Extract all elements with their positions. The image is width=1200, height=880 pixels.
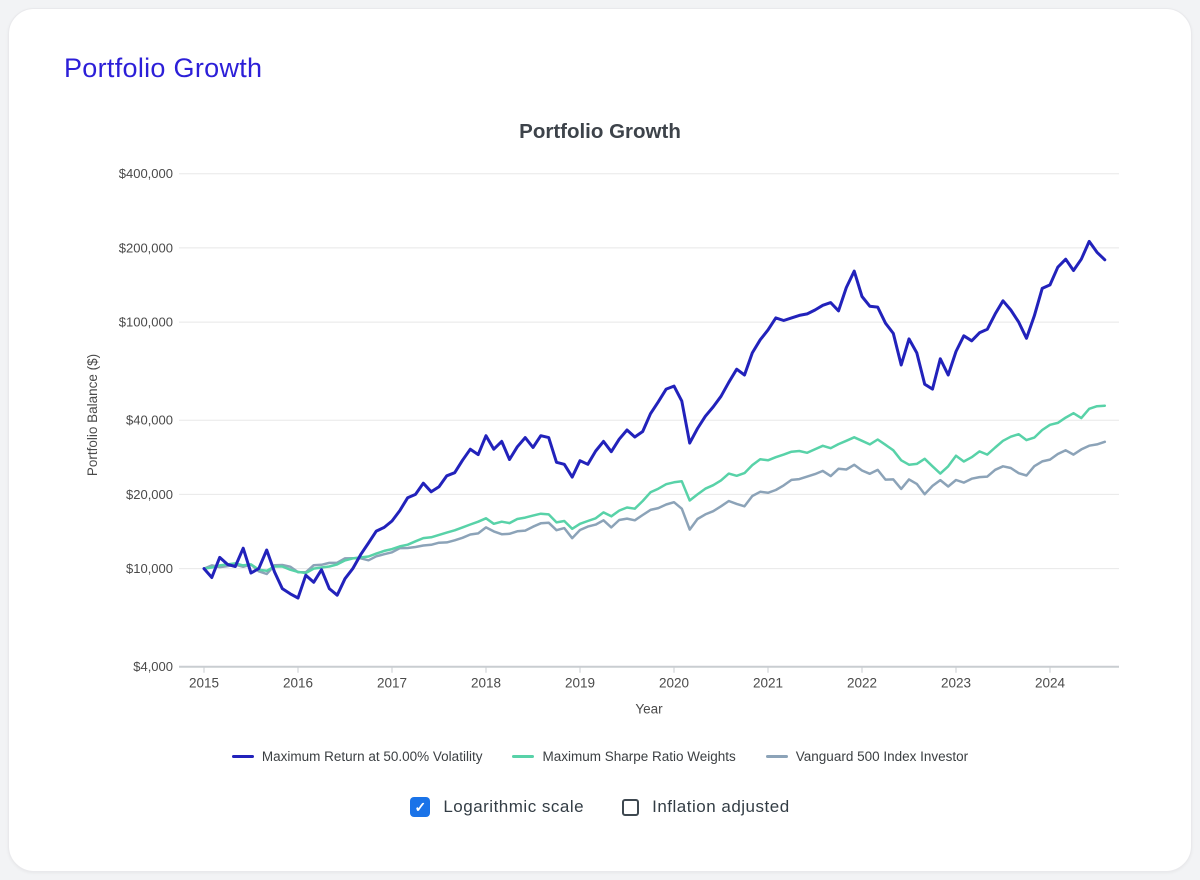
page-title: Portfolio Growth (64, 53, 263, 83)
chart-controls: ✓ Logarithmic scale ✓ Inflation adjusted (9, 797, 1191, 817)
legend-item-vanguard: Vanguard 500 Index Investor (765, 749, 969, 764)
legend-item-max-sharpe: Maximum Sharpe Ratio Weights (512, 749, 736, 764)
vanguard-line-swatch-icon (765, 754, 788, 759)
check-icon: ✓ (414, 799, 427, 815)
svg-text:2022: 2022 (847, 676, 877, 691)
legend-label: Maximum Return at 50.00% Volatility (261, 749, 483, 764)
inflation-adjusted-checkbox[interactable]: ✓ Inflation adjusted (622, 797, 790, 817)
svg-text:$400,000: $400,000 (119, 166, 173, 181)
log-scale-label: Logarithmic scale (443, 797, 585, 816)
checkbox-checked-icon[interactable]: ✓ (410, 797, 431, 817)
svg-text:2017: 2017 (377, 676, 407, 691)
portfolio-growth-card: Portfolio Growth $400,000 $200,000 $100,00… (8, 8, 1192, 872)
chart-title: Portfolio Growth (519, 120, 681, 143)
svg-text:2015: 2015 (189, 676, 219, 691)
svg-text:$10,000: $10,000 (126, 561, 173, 576)
chart-canvas[interactable]: $400,000 $200,000 $100,000 $40,000 $20,000 $1… (9, 9, 1193, 873)
svg-text:$20,000: $20,000 (126, 487, 173, 502)
legend-label: Maximum Sharpe Ratio Weights (542, 749, 736, 764)
svg-text:2023: 2023 (941, 676, 971, 691)
svg-text:$4,000: $4,000 (133, 659, 173, 674)
svg-text:2021: 2021 (753, 676, 783, 691)
chart-legend: Maximum Return at 50.00% Volatility Maxi… (9, 749, 1191, 764)
checkbox-unchecked-icon[interactable]: ✓ (622, 798, 640, 816)
svg-text:$200,000: $200,000 (119, 240, 173, 255)
legend-label: Vanguard 500 Index Investor (795, 749, 969, 764)
svg-text:2019: 2019 (565, 676, 595, 691)
svg-text:2024: 2024 (1035, 676, 1066, 691)
svg-text:2020: 2020 (659, 676, 689, 691)
svg-text:2016: 2016 (283, 676, 313, 691)
svg-text:$40,000: $40,000 (126, 413, 173, 428)
svg-text:Portfolio Balance ($): Portfolio Balance ($) (85, 354, 100, 476)
legend-item-max-return: Maximum Return at 50.00% Volatility (231, 749, 483, 764)
svg-text:Year: Year (635, 702, 663, 717)
svg-text:$100,000: $100,000 (119, 315, 173, 330)
max-return-line-swatch-icon (231, 754, 254, 759)
log-scale-checkbox[interactable]: ✓ Logarithmic scale (410, 797, 584, 817)
inflation-adjusted-label: Inflation adjusted (652, 797, 790, 816)
max-sharpe-line-swatch-icon (512, 754, 535, 759)
svg-text:2018: 2018 (471, 676, 501, 691)
